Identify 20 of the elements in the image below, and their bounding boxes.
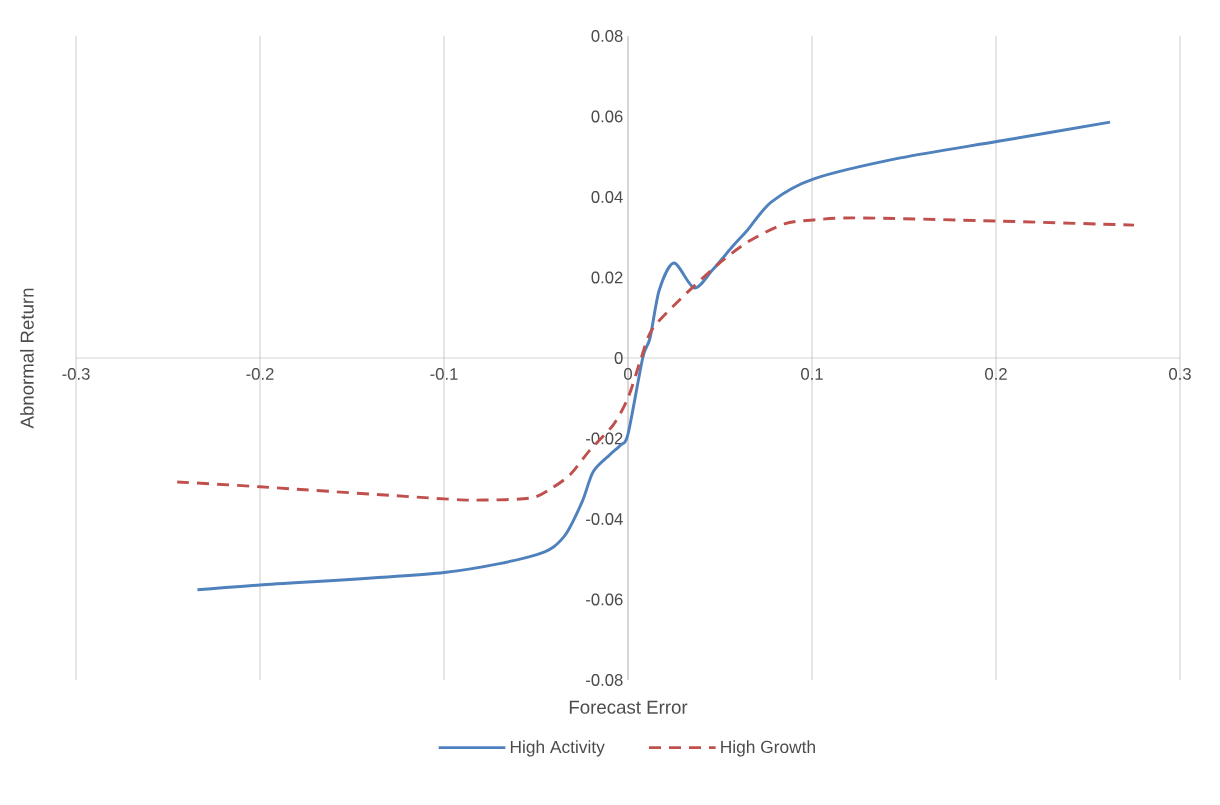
y-tick-label: 0.06 <box>591 110 623 123</box>
y-axis-title: Abnormal Return <box>20 288 34 429</box>
y-tick-label: -0.06 <box>586 593 623 606</box>
legend-label: High Growth <box>721 740 815 757</box>
x-tick-label: -0.1 <box>430 368 458 380</box>
y-tick-label: 0.08 <box>591 30 623 42</box>
x-tick-label: -0.2 <box>246 368 274 380</box>
x-tick-label: 0 <box>624 368 632 380</box>
y-tick-label: 0 <box>614 352 623 364</box>
x-tick-label: 0.1 <box>801 368 823 380</box>
x-axis-title: Forecast Error <box>569 700 688 714</box>
legend-label: High Activity <box>510 740 605 757</box>
y-tick-label: -0.04 <box>586 513 623 525</box>
y-tick-label: 0.02 <box>591 271 623 284</box>
line-series <box>175 216 1136 502</box>
y-tick-label: 0.04 <box>591 191 623 203</box>
y-tick-label: -0.08 <box>586 674 623 686</box>
x-tick-label: 0.2 <box>985 368 1007 380</box>
x-tick-label: -0.3 <box>62 368 90 380</box>
x-tick-label: 0.3 <box>1169 368 1191 380</box>
